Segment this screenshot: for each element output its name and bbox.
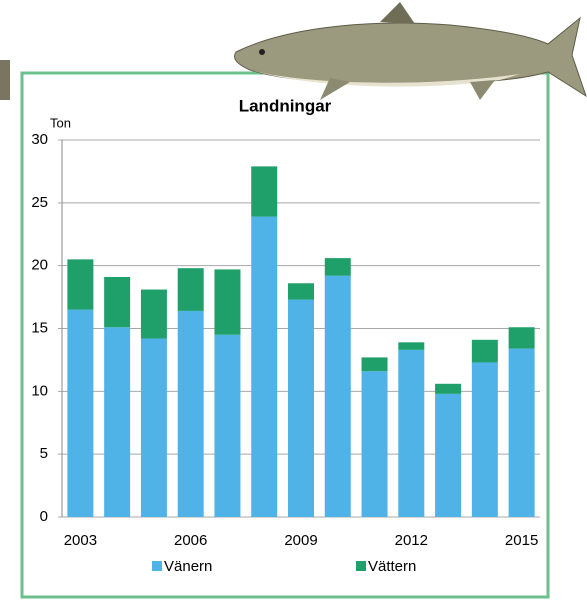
- bar-segment: [361, 371, 388, 517]
- x-tick-label: 2012: [395, 532, 428, 549]
- bar-segment: [214, 269, 241, 335]
- bar-segment: [361, 357, 388, 372]
- bar-segment: [177, 310, 204, 517]
- bar-segment: [324, 258, 351, 276]
- x-tick-label: 2006: [174, 532, 207, 549]
- legend-label: Vättern: [368, 558, 416, 575]
- bar-segment: [177, 268, 204, 311]
- bar-segment: [508, 348, 535, 517]
- x-tick-label: 2003: [64, 532, 97, 549]
- bar-segment: [251, 166, 278, 217]
- bar-segment: [67, 259, 94, 310]
- bar-segment: [435, 393, 462, 517]
- bar-segment: [140, 338, 167, 517]
- bar-segment: [324, 275, 351, 517]
- y-tick-label: 15: [31, 319, 48, 336]
- legend-label: Vänern: [164, 558, 212, 575]
- y-tick-label: 30: [31, 131, 48, 148]
- bar-segment: [251, 216, 278, 517]
- y-tick-label: 20: [31, 257, 48, 274]
- fish-illustration: [0, 2, 587, 100]
- legend-swatch: [356, 561, 366, 571]
- x-tick-label: 2009: [284, 532, 317, 549]
- bar-segment: [104, 276, 131, 328]
- y-axis-label: Ton: [50, 115, 71, 130]
- bar-segment: [435, 383, 462, 394]
- chart-title: Landningar: [239, 96, 332, 115]
- bar-segment: [104, 327, 131, 517]
- bar-segment: [398, 342, 425, 350]
- bar-segment: [508, 327, 535, 349]
- bar-segment: [67, 309, 94, 517]
- frame: [20, 71, 550, 599]
- y-tick-label: 0: [40, 508, 48, 525]
- bar-segment: [471, 339, 498, 363]
- bar-segment: [398, 349, 425, 517]
- y-tick-label: 10: [31, 382, 48, 399]
- x-tick-label: 2015: [505, 532, 538, 549]
- bar-segment: [288, 299, 314, 517]
- bar-segment: [140, 289, 167, 339]
- bar-segment: [288, 283, 314, 300]
- legend-swatch: [152, 561, 162, 571]
- y-tick-label: 25: [31, 194, 48, 211]
- bar-segment: [214, 334, 241, 517]
- bar-segment: [471, 362, 498, 517]
- y-tick-label: 5: [40, 445, 48, 462]
